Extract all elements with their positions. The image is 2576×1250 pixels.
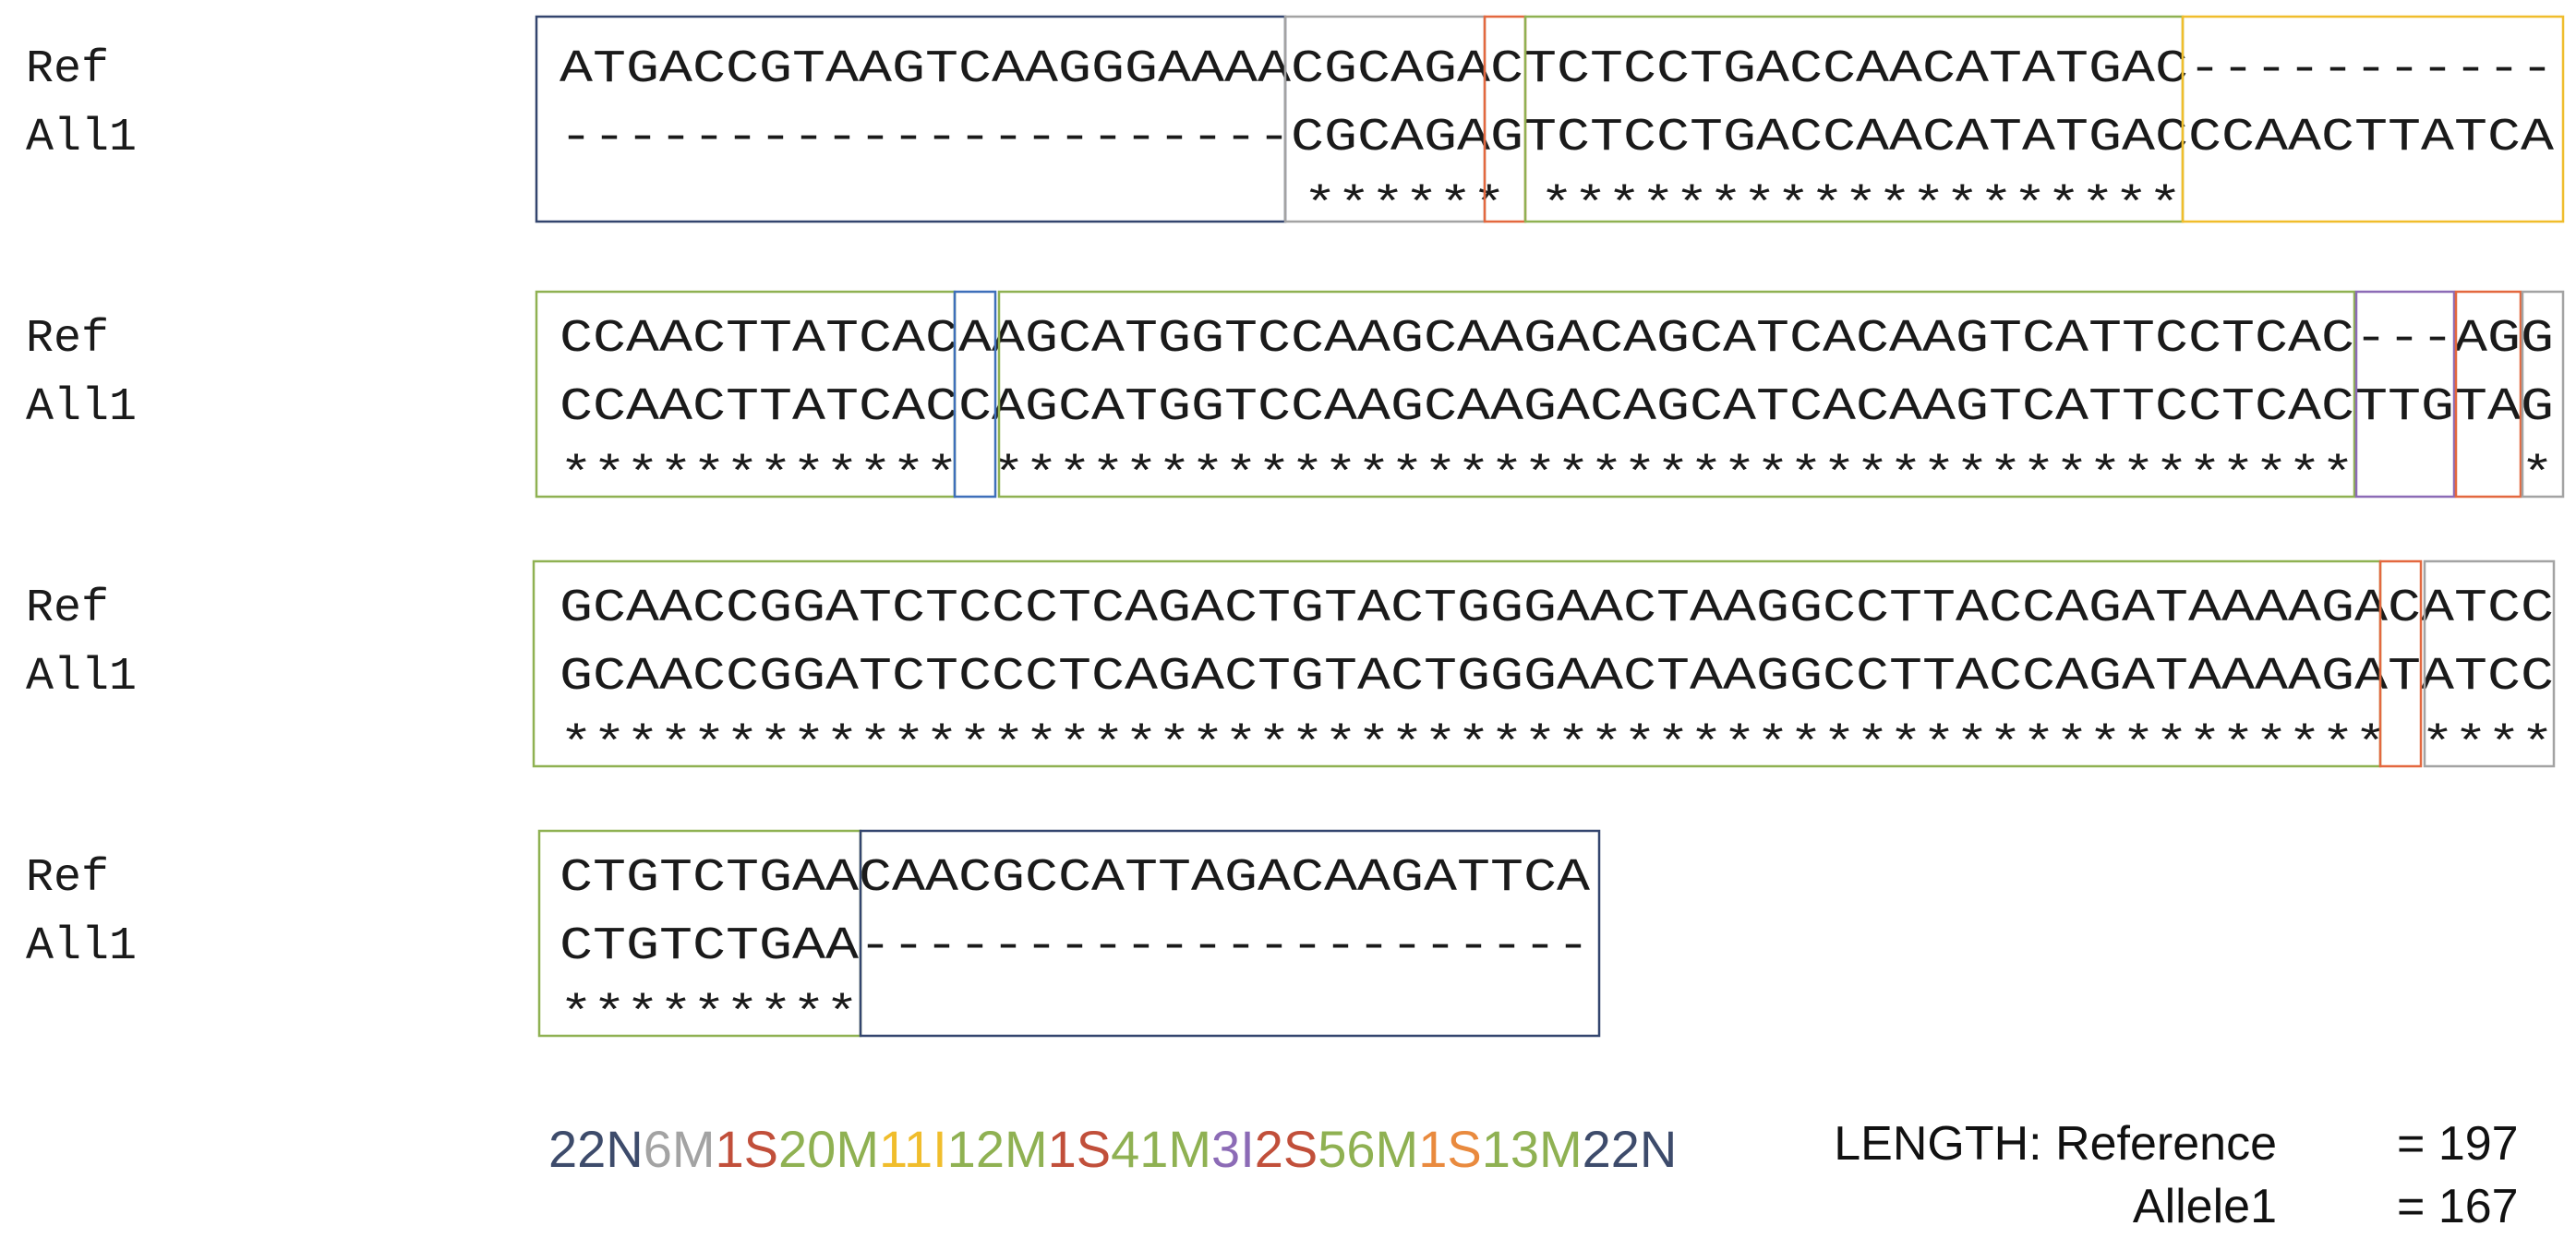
cigar-segment: 12M bbox=[947, 1120, 1048, 1178]
ref-label: Ref bbox=[26, 852, 109, 905]
region-box-insertion-11 bbox=[2181, 15, 2565, 223]
cigar-segment: 41M bbox=[1111, 1120, 1211, 1178]
length-reference-value: = 197 bbox=[2397, 1117, 2519, 1171]
length-allele-value: = 167 bbox=[2397, 1180, 2519, 1233]
cigar-segment: 3I bbox=[1211, 1120, 1255, 1178]
cigar-segment: 1S bbox=[1048, 1120, 1112, 1178]
cigar-string: 22N6M1S20M11I12M1S41M3I2S56M1S13M22N bbox=[548, 1120, 1677, 1178]
ref-sequence: CTGTCTGAACAACGCCATTAGACAAGATTCA bbox=[560, 852, 1590, 905]
cigar-segment: 11I bbox=[879, 1120, 947, 1178]
cigar-segment: 13M bbox=[1482, 1120, 1583, 1178]
cigar-segment: 20M bbox=[778, 1120, 879, 1178]
length-summary: LENGTH: Reference = 197 Allele1 = 167 bbox=[1834, 1117, 2518, 1233]
allele-sequence: CCAACTTATCACCAGCATGGTCCAAGCAAGACAGCATCAC… bbox=[560, 381, 2554, 434]
length-allele-label: Allele1 bbox=[2133, 1180, 2277, 1233]
region-box-mismatch-2 bbox=[2454, 290, 2522, 499]
cigar-segment: 1S bbox=[1418, 1120, 1482, 1178]
allele-label: All1 bbox=[26, 381, 137, 434]
region-box-match-4 bbox=[2423, 559, 2556, 768]
ref-label: Ref bbox=[26, 313, 109, 366]
cigar-segment: 56M bbox=[1318, 1120, 1418, 1178]
allele-sequence: ----------------------CGCAGAGTCTCCTGACCA… bbox=[560, 112, 2554, 164]
region-box-match-41 bbox=[997, 290, 2356, 499]
ref-sequence: ATGACCGTAAGTCAAGGGAAAACGCAGACTCTCCTGACCA… bbox=[560, 43, 2554, 96]
alignment-block-3: Ref All1 GCAACCGGATCTCCCTCAGACTGTACTGGGA… bbox=[26, 559, 2556, 772]
alignment-block-2: Ref All1 CCAACTTATCACAAGCATGGTCCAAGCAAGA… bbox=[26, 290, 2565, 502]
cigar-segment: 1S bbox=[716, 1120, 779, 1178]
region-box-mismatch bbox=[953, 290, 997, 499]
ref-sequence: GCAACCGGATCTCCCTCAGACTGTACTGGGAACTAAGGCC… bbox=[560, 583, 2554, 635]
match-line: ************ ***************************… bbox=[560, 450, 2554, 502]
cigar-segment: 2S bbox=[1255, 1120, 1318, 1178]
alignment-block-1: Ref All1 ATGACCGTAAGTCAAGGGAAAACGCAGACTC… bbox=[26, 15, 2565, 233]
match-line: ****************************************… bbox=[560, 719, 2554, 772]
alignment-block-4: Ref All1 CTGTCTGAACAACGCCATTAGACAAGATTCA… bbox=[26, 829, 1601, 1041]
region-box-match-1 bbox=[2521, 290, 2565, 499]
allele-label: All1 bbox=[26, 112, 137, 164]
match-line: ********* bbox=[560, 989, 859, 1041]
allele-sequence: CTGTCTGAA---------------------- bbox=[560, 920, 1590, 973]
region-box-insertion-3 bbox=[2354, 290, 2456, 499]
allele-label: All1 bbox=[26, 651, 137, 703]
ref-label: Ref bbox=[26, 583, 109, 635]
allele-sequence: GCAACCGGATCTCCCTCAGACTGTACTGGGAACTAAGGCC… bbox=[560, 651, 2554, 703]
region-box-mismatch bbox=[2378, 559, 2423, 768]
region-box-skipped-end bbox=[859, 829, 1601, 1038]
ref-label: Ref bbox=[26, 43, 109, 96]
match-line: ****** ******************* bbox=[560, 180, 2554, 233]
allele-label: All1 bbox=[26, 920, 137, 973]
ref-sequence: CCAACTTATCACAAGCATGGTCCAAGCAAGACAGCATCAC… bbox=[560, 313, 2554, 366]
cigar-segment: 22N bbox=[548, 1120, 644, 1178]
cigar-segment: 6M bbox=[644, 1120, 716, 1178]
cigar-segment: 22N bbox=[1583, 1120, 1678, 1178]
length-reference-label: LENGTH: Reference bbox=[1834, 1117, 2277, 1171]
